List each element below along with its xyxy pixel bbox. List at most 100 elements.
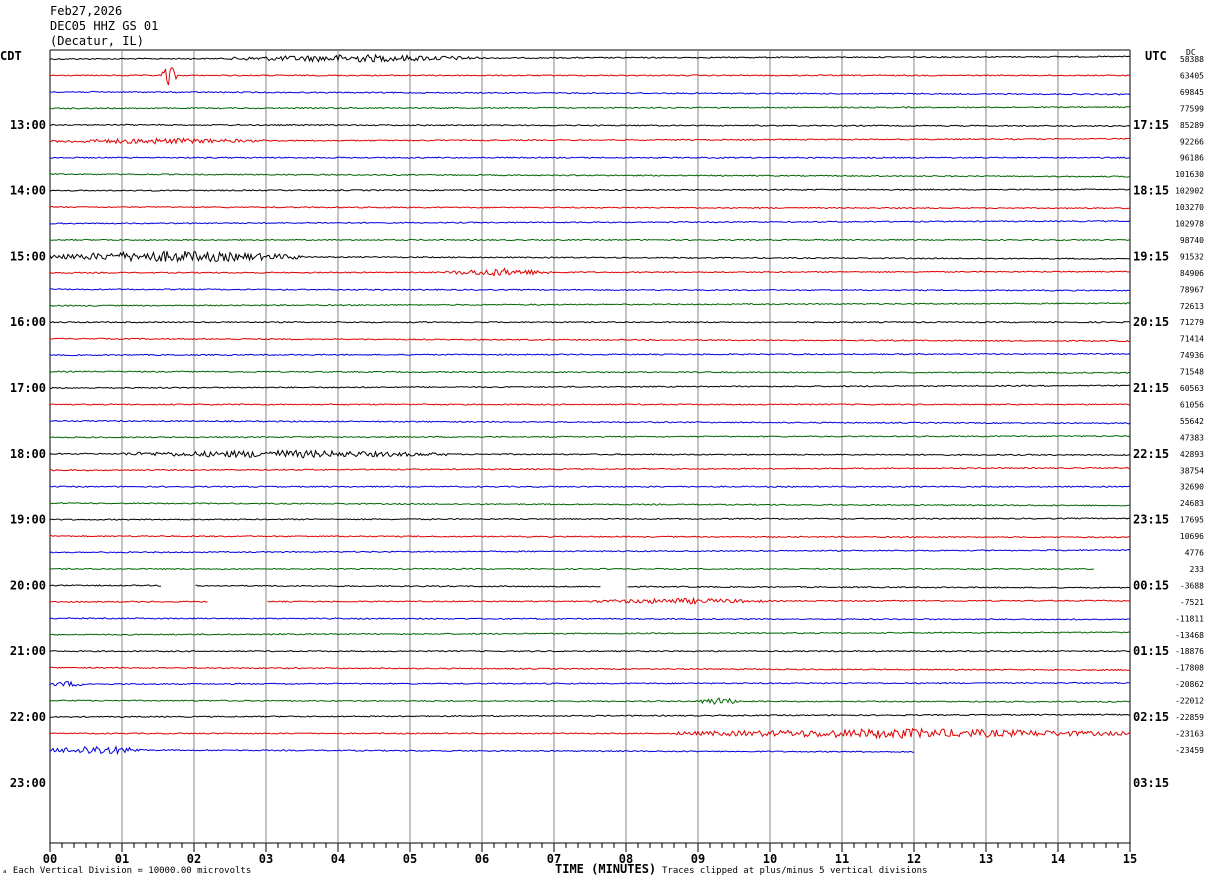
dc-offset-label: 42893 [1180,450,1204,459]
dc-offset-label: 96186 [1180,154,1204,163]
right-hour-label: 20:15 [1133,315,1169,329]
seismic-trace [49,466,1131,472]
seismic-trace [49,267,1131,277]
dc-offset-label: 55642 [1180,417,1204,426]
seismic-trace [49,403,1131,406]
seismic-trace [49,288,1131,292]
x-tick-label: 03 [259,852,273,866]
left-hour-label: 21:00 [10,644,46,658]
dc-offset-label: 103270 [1175,203,1204,212]
seismic-trace [49,188,1131,192]
seismic-trace [49,485,1131,488]
x-tick-label: 12 [907,852,921,866]
clip-note: Traces clipped at plus/minus 5 vertical … [662,866,928,876]
dc-offset-label: 47383 [1180,433,1204,442]
x-axis-title: TIME (MINUTES) [555,862,657,876]
dc-offset-label: 71414 [1180,335,1204,344]
seismic-trace [49,449,1131,459]
seismic-trace [49,106,1131,110]
x-tick-label: 04 [331,852,345,866]
right-hour-label: 17:15 [1133,118,1169,132]
header-location: (Decatur, IL) [50,34,144,48]
seismic-trace [49,680,1131,688]
seismic-trace [49,517,1131,521]
seismic-trace [49,584,1131,589]
seismic-trace [49,250,1131,264]
seismic-trace [49,123,1131,128]
x-tick-label: 13 [979,852,993,866]
x-tick-label: 06 [475,852,489,866]
left-hour-label: 17:00 [10,381,46,395]
header-date: Feb27,2026 [50,4,123,18]
scale-note-text: Each Vertical Division = 10000.00 microv… [12,866,252,876]
dc-offset-label: 85289 [1180,121,1204,130]
dc-offset-label: 4776 [1185,549,1204,558]
seismic-trace [49,137,1131,145]
x-tick-label: 15 [1123,852,1137,866]
dc-offset-label: -18876 [1175,647,1204,656]
x-tick-label: 01 [115,852,129,866]
left-timezone-label: CDT [0,49,22,63]
dc-offset-label: 78967 [1180,285,1204,294]
right-hour-label: 22:15 [1133,447,1169,461]
seismic-trace [49,337,1131,343]
seismic-trace [49,649,1131,653]
dc-offset-label: 102902 [1175,187,1204,196]
dc-offset-label: -7521 [1180,598,1204,607]
dc-offset-label: -13468 [1175,631,1204,640]
x-tick-label: 10 [763,852,777,866]
dc-offset-label: 17695 [1180,516,1204,525]
seismic-trace [49,205,1131,210]
left-hour-label: 23:00 [10,776,46,790]
dc-offset-label: 91532 [1180,252,1204,261]
x-tick-label: 00 [43,852,57,866]
dc-offset-label: 72613 [1180,302,1204,311]
seismic-trace [49,384,1131,389]
dc-label: DC [1186,48,1196,57]
dc-offset-label: 10696 [1180,532,1204,541]
left-hour-label: 16:00 [10,315,46,329]
seismic-trace [49,352,1131,357]
dc-offset-label: 32690 [1180,483,1204,492]
left-hour-label: 15:00 [10,249,46,263]
seismic-trace [50,90,1131,96]
right-hour-label: 03:15 [1133,776,1169,790]
right-hour-label: 00:15 [1133,578,1169,592]
dc-offset-label: 98740 [1180,236,1204,245]
left-hour-label: 22:00 [10,710,46,724]
seismic-trace [49,67,1131,86]
left-hour-label: 13:00 [10,118,46,132]
seismic-trace [49,596,1131,605]
left-hour-label: 19:00 [10,513,46,527]
seismic-trace [49,534,1131,539]
header-station: DEC05 HHZ GS 01 [50,19,159,33]
seismic-trace [49,713,1131,719]
seismic-trace [49,320,1131,324]
scale-note: ₐ Each Vertical Division = 10000.00 micr… [2,866,252,876]
dc-offset-label: 71279 [1180,318,1204,327]
seismic-trace [49,302,1131,307]
dc-offset-label: 38754 [1180,466,1204,475]
seismic-trace [49,697,1131,706]
seismic-trace [49,156,1131,159]
seismic-trace [49,53,1131,63]
dc-offset-label: 58388 [1180,55,1204,64]
x-tick-label: 07 [547,852,561,866]
dc-offset-label: 61056 [1180,400,1204,409]
dc-offset-label: -22012 [1175,697,1204,706]
dc-offset-label: 92266 [1180,137,1204,146]
seismic-trace [49,435,1131,439]
dc-offset-label: 69845 [1180,88,1204,97]
x-tick-label: 05 [403,852,417,866]
dc-offset-label: 101630 [1175,170,1204,179]
dc-offset-label: 77599 [1180,104,1204,113]
seismic-trace [49,745,915,756]
dc-offset-label: 63405 [1180,71,1204,80]
x-tick-label: 11 [835,852,849,866]
right-hour-label: 19:15 [1133,249,1169,263]
dc-offset-label: -20862 [1175,680,1204,689]
right-hour-label: 21:15 [1133,381,1169,395]
dc-offset-label: 74936 [1180,351,1204,360]
left-hour-label: 20:00 [10,578,46,592]
